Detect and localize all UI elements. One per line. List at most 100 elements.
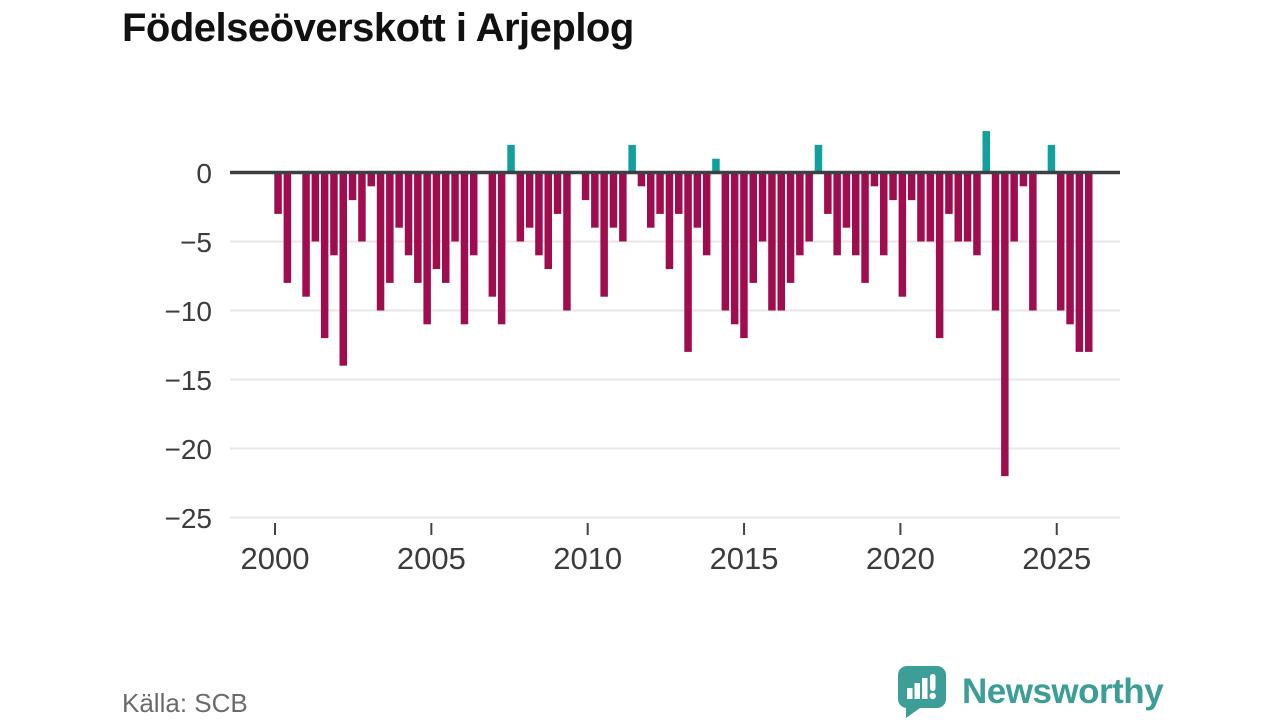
- bar: [889, 172, 897, 201]
- x-tick-label: 2025: [1022, 541, 1091, 576]
- bar: [1075, 172, 1084, 352]
- bar: [628, 144, 636, 173]
- bar: [488, 172, 497, 297]
- y-tick-label: −25: [165, 503, 213, 534]
- bar: [302, 172, 310, 297]
- source-note: Källa: SCB: [122, 688, 248, 718]
- bar: [833, 172, 841, 256]
- bar: [311, 172, 320, 242]
- bar: [581, 172, 590, 201]
- mini-bar-2: [914, 683, 920, 699]
- bar: [721, 172, 730, 311]
- exclamation-stroke: [930, 674, 936, 691]
- bar: [805, 172, 813, 242]
- bar: [954, 172, 962, 242]
- bar: [339, 172, 347, 366]
- bar: [330, 172, 338, 256]
- bar: [926, 172, 935, 242]
- bar: [1001, 172, 1009, 477]
- bar: [1010, 172, 1018, 242]
- bar: [963, 172, 972, 242]
- bar: [1066, 172, 1074, 325]
- bar: [702, 172, 711, 256]
- bar: [945, 172, 953, 214]
- y-tick-label: 0: [196, 158, 212, 189]
- bar: [320, 172, 329, 339]
- bar: [740, 172, 748, 339]
- bar: [656, 172, 664, 214]
- bar: [1019, 172, 1028, 187]
- bar: [730, 172, 739, 325]
- bar: [842, 172, 851, 228]
- bar: [535, 172, 543, 256]
- bar: [935, 172, 944, 339]
- page-title: Födelseöverskott i Arjeplog: [122, 6, 634, 50]
- bar: [777, 172, 785, 311]
- bar: [470, 172, 478, 256]
- bar: [758, 172, 767, 242]
- bar: [414, 172, 422, 283]
- bar: [600, 172, 608, 297]
- bar: [609, 172, 618, 228]
- bar: [358, 172, 366, 242]
- bar: [861, 172, 869, 283]
- bar: [404, 172, 413, 256]
- bar: [982, 131, 990, 173]
- mini-bar-3: [922, 678, 928, 699]
- bar: [991, 172, 1000, 311]
- bar: [675, 172, 683, 214]
- bar: [497, 172, 506, 325]
- x-tick-label: 2010: [553, 541, 622, 576]
- bar: [796, 172, 804, 256]
- bar: [768, 172, 776, 311]
- brand-name: Newsworthy: [962, 671, 1164, 711]
- y-tick-label: −10: [165, 296, 213, 327]
- x-tick-label: 2020: [866, 541, 935, 576]
- bar-series: [274, 131, 1093, 477]
- bar: [870, 172, 879, 187]
- bar: [898, 172, 907, 297]
- bar: [1029, 172, 1037, 311]
- bar: [451, 172, 459, 242]
- bar: [973, 172, 981, 256]
- bar: [563, 172, 571, 311]
- bar: [274, 172, 282, 214]
- x-tick-label: 2000: [241, 541, 310, 576]
- bar: [880, 172, 888, 256]
- bar: [749, 172, 757, 283]
- y-tick-label: −15: [165, 365, 213, 396]
- bar: [852, 172, 860, 256]
- bar: [516, 172, 525, 242]
- brand-logo: Newsworthy: [896, 664, 1164, 719]
- bar: [647, 172, 655, 228]
- speech-bubble-shape: [897, 666, 946, 718]
- y-tick-label: −5: [180, 227, 212, 258]
- bar: [507, 144, 515, 173]
- bar: [693, 172, 702, 228]
- bar: [786, 172, 795, 283]
- bar: [348, 172, 357, 201]
- bar: [525, 172, 534, 228]
- bar: [544, 172, 552, 270]
- bar: [460, 172, 469, 325]
- bar: [376, 172, 385, 311]
- bar: [619, 172, 627, 242]
- bar: [814, 144, 823, 173]
- bar: [591, 172, 599, 228]
- x-tick-label: 2005: [397, 541, 466, 576]
- bar: [907, 172, 916, 201]
- bar: [824, 172, 832, 214]
- bar: [553, 172, 562, 214]
- bar: [395, 172, 403, 228]
- bar: [283, 172, 292, 283]
- bar: [1057, 172, 1065, 311]
- bar: [665, 172, 674, 270]
- bar: [1085, 172, 1093, 352]
- bar: [386, 172, 394, 283]
- y-tick-label: −20: [165, 434, 213, 465]
- exclamation-dot: [929, 692, 936, 700]
- bar: [367, 172, 375, 187]
- bar: [423, 172, 431, 325]
